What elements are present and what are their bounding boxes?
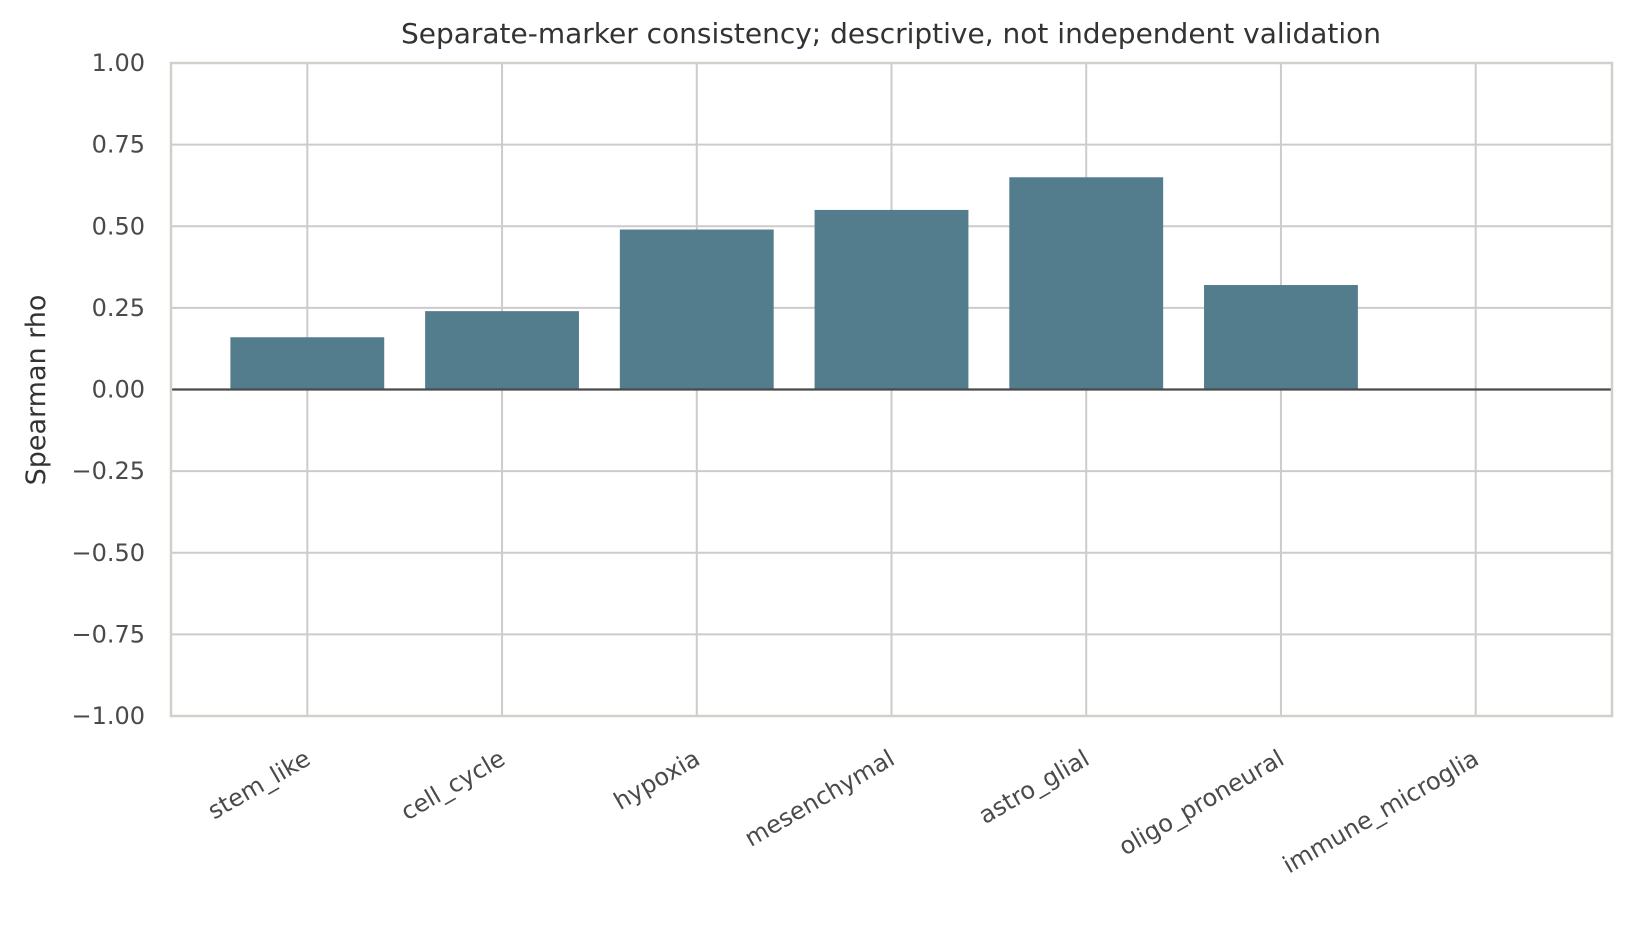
bars-layer xyxy=(230,177,1358,390)
y-tick-label: 0.00 xyxy=(92,376,145,404)
y-tick-label: −0.50 xyxy=(71,539,145,567)
y-tick-label: −0.25 xyxy=(71,457,145,485)
bar-hypoxia xyxy=(619,229,774,390)
bar-cell_cycle xyxy=(425,311,579,390)
y-tick-labels: 1.00 0.75 0.50 0.25 0.00 −0.25 −0.50 −0.75 −1.00 xyxy=(71,49,145,730)
plot-frame xyxy=(169,61,1614,718)
y-tick-label: 0.25 xyxy=(92,294,145,322)
y-tick-label: 1.00 xyxy=(92,49,145,77)
bar-stem_like xyxy=(230,337,385,390)
y-tick-label: 0.75 xyxy=(92,131,145,159)
bar-mesenchymal xyxy=(814,209,969,390)
y-tick-label: 0.50 xyxy=(92,212,145,240)
bar-oligo_proneural xyxy=(1204,285,1358,390)
bar-astro_glial xyxy=(1009,177,1164,390)
y-tick-label: −0.75 xyxy=(71,620,145,648)
y-tick-label: −1.00 xyxy=(71,702,145,730)
y-axis-label: Spearman rho xyxy=(21,295,52,486)
chart-title: Separate-marker consistency; descriptive… xyxy=(401,17,1381,50)
